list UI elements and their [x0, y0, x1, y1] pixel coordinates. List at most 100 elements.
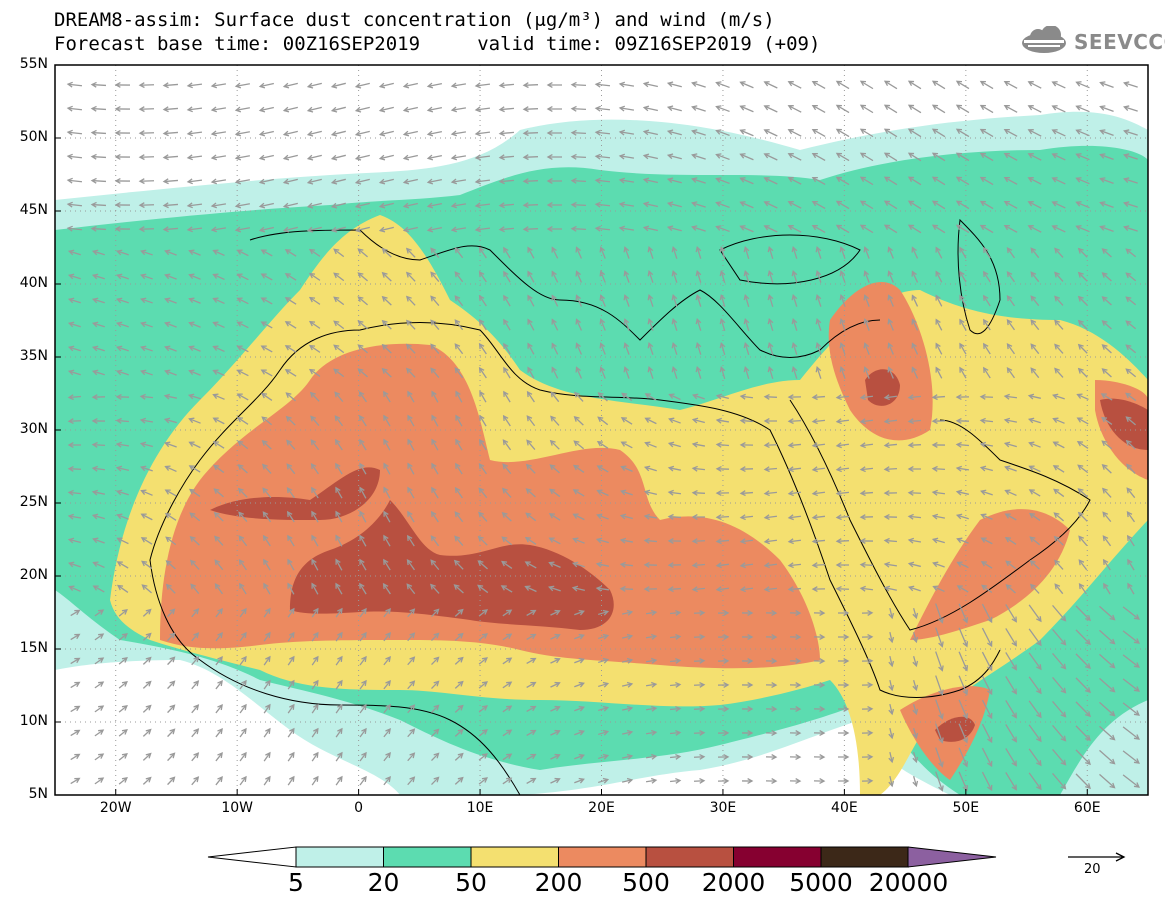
wind-arrow — [430, 295, 440, 307]
wind-arrow — [669, 681, 682, 688]
wind-arrow — [739, 490, 754, 497]
wind-arrow — [598, 657, 610, 664]
wind-arrow — [359, 631, 367, 642]
wind-arrow — [310, 439, 320, 451]
wind-arrow — [430, 510, 439, 523]
wind-arrow — [311, 486, 319, 499]
wind-arrow — [763, 105, 778, 113]
wind-arrow — [140, 297, 153, 304]
wind-arrow — [597, 416, 609, 426]
wind-arrow — [188, 321, 201, 328]
wind-arrow — [164, 345, 177, 352]
wind-arrow — [695, 341, 702, 355]
wind-arrow — [1122, 726, 1140, 740]
map-title: DREAM8-assim: Surface dust concentration… — [54, 9, 775, 31]
wind-arrow — [932, 561, 945, 568]
wind-arrow — [931, 200, 946, 210]
wind-arrow — [527, 270, 535, 283]
wind-arrow — [335, 462, 343, 475]
colorbar-box — [470, 846, 559, 868]
wind-arrow — [118, 680, 128, 689]
wind-arrow — [931, 489, 946, 496]
wind-arrow — [308, 272, 321, 281]
wind-arrow — [478, 657, 488, 665]
wind-arrow — [90, 201, 107, 208]
wind-arrow — [140, 465, 153, 472]
wind-arrow — [67, 537, 81, 544]
wind-arrow — [142, 680, 152, 689]
wind-arrow — [1123, 105, 1138, 112]
wind-arrow — [667, 586, 682, 593]
wind-arrow — [306, 154, 322, 161]
wind-arrow — [647, 246, 654, 259]
lon-label: 10E — [466, 800, 494, 816]
wind-arrow — [381, 367, 392, 378]
wind-arrow — [888, 703, 895, 716]
wind-arrow — [621, 729, 634, 736]
wind-arrow — [691, 153, 706, 160]
wind-arrow — [188, 297, 201, 304]
wind-arrow — [525, 488, 536, 498]
wind-arrow — [162, 130, 179, 137]
wind-arrow — [765, 778, 778, 784]
wind-arrow — [67, 418, 82, 425]
wind-arrow — [1101, 463, 1112, 474]
wind-arrow — [767, 245, 774, 259]
wind-arrow — [719, 269, 726, 283]
wind-arrow — [1075, 701, 1091, 718]
wind-arrow — [907, 442, 922, 449]
wind-arrow — [1127, 558, 1135, 571]
wind-arrow — [239, 631, 247, 642]
wind-arrow — [142, 752, 152, 761]
wind-arrow — [502, 729, 513, 737]
wind-arrow — [981, 699, 993, 720]
wind-arrow — [1075, 605, 1091, 622]
wind-arrow — [599, 270, 606, 283]
wind-arrow — [311, 727, 319, 738]
wind-arrow — [598, 681, 610, 688]
wind-arrow — [358, 391, 368, 403]
wind-arrow — [357, 320, 368, 330]
wind-arrow — [335, 510, 343, 523]
wind-arrow — [623, 294, 630, 307]
wind-arrow — [334, 438, 343, 451]
wind-arrow — [335, 751, 343, 762]
wind-arrow — [671, 245, 678, 259]
wind-arrow — [263, 775, 271, 786]
wind-arrow — [454, 776, 464, 785]
wind-arrow — [502, 705, 513, 713]
wind-arrow — [907, 489, 922, 496]
wind-arrow — [306, 178, 322, 185]
wind-arrow — [238, 511, 248, 522]
wind-arrow — [887, 342, 894, 355]
wind-arrow — [335, 655, 343, 666]
wind-arrow — [763, 177, 778, 185]
seevccc-logo — [1022, 26, 1066, 53]
wind-arrow — [837, 610, 850, 616]
wind-arrow — [595, 585, 610, 592]
wind-arrow — [474, 106, 491, 113]
wind-arrow — [981, 747, 993, 768]
wind-arrow — [191, 608, 200, 618]
wind-arrow — [645, 657, 658, 664]
wind-arrow — [958, 771, 969, 792]
wind-arrow — [741, 634, 754, 640]
wind-arrow — [621, 609, 634, 616]
wind-arrow — [550, 753, 561, 760]
wind-arrow — [378, 178, 394, 185]
wind-arrow — [282, 106, 298, 113]
wind-arrow — [262, 534, 271, 547]
wind-arrow — [598, 729, 610, 736]
wind-arrow — [717, 634, 730, 640]
wind-arrow — [335, 703, 343, 714]
wind-arrow — [162, 154, 179, 161]
wind-arrow — [190, 583, 200, 595]
wind-arrow — [1123, 225, 1138, 232]
wind-arrow — [70, 609, 81, 617]
wind-arrow — [1125, 368, 1137, 378]
wind-arrow — [286, 510, 295, 523]
wind-arrow — [1003, 80, 1018, 89]
wind-arrow — [715, 129, 730, 137]
wind-arrow — [935, 270, 943, 283]
wind-arrow — [162, 178, 179, 185]
